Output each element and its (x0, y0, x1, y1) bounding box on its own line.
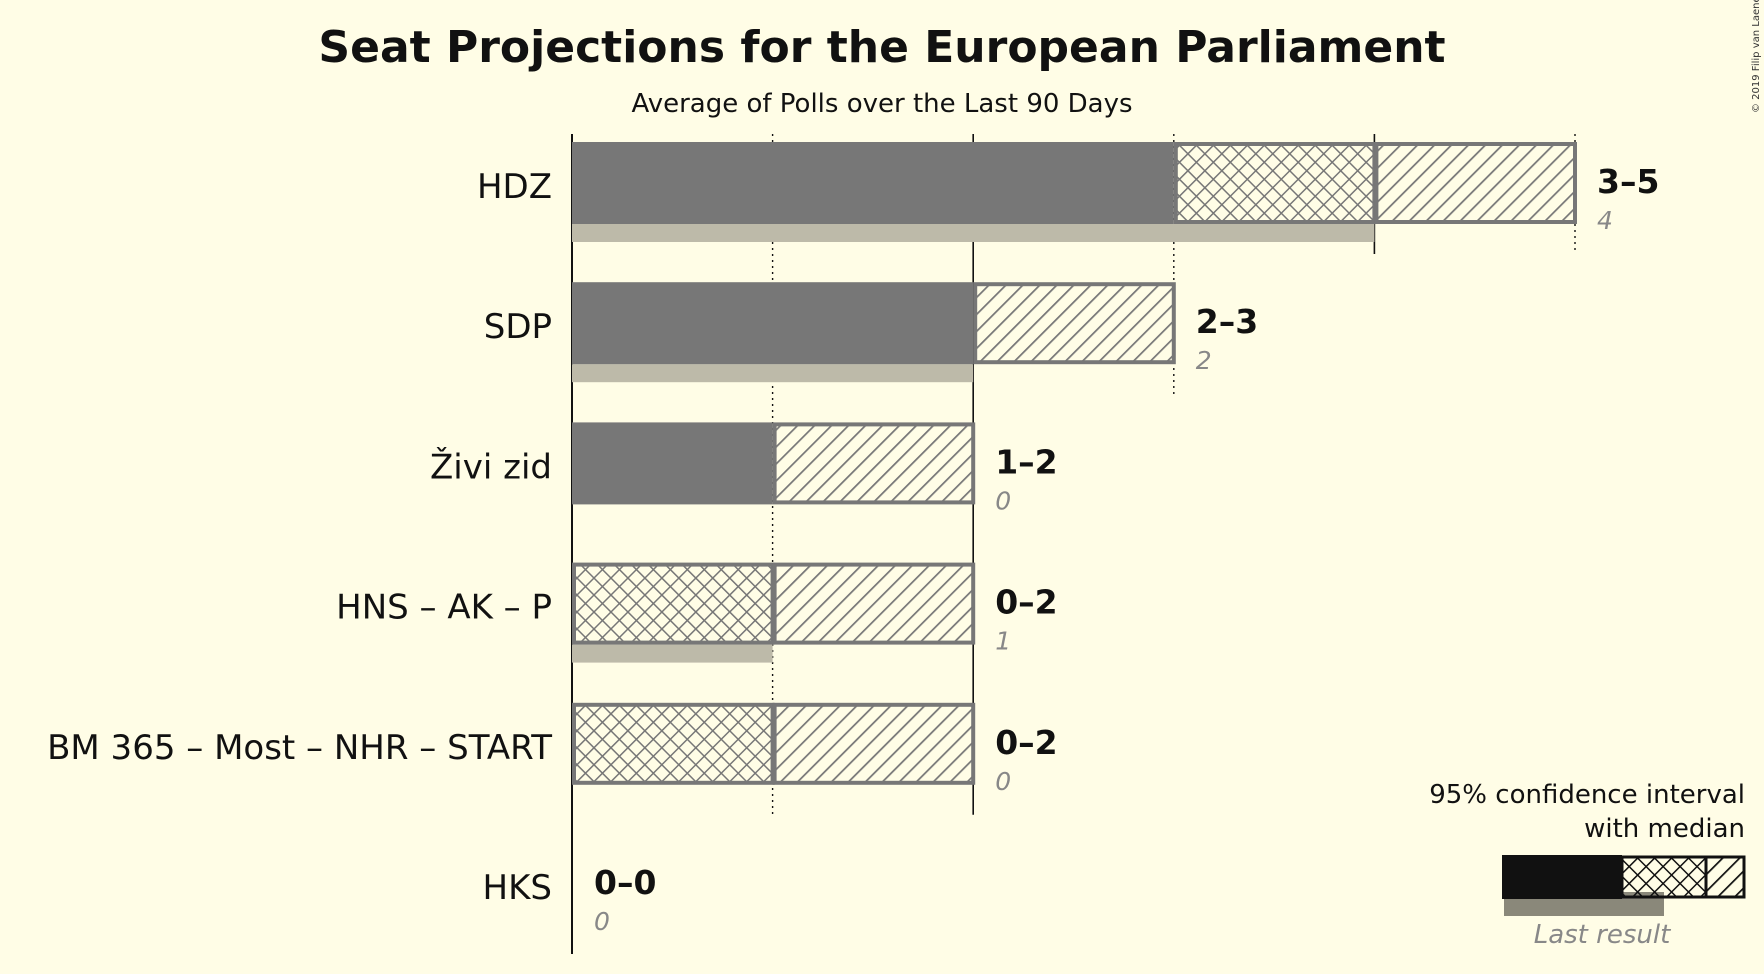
last-result-bar (572, 644, 773, 663)
party-label: HNS – AK – P (336, 588, 552, 628)
last-result-bar (572, 224, 1375, 242)
ci-solid-bar (572, 422, 773, 505)
range-label: 0–0 (594, 863, 656, 902)
ci-solid-bar (572, 282, 974, 365)
ci-upper-bar (1374, 142, 1578, 224)
last-result-label: 1 (995, 627, 1011, 656)
party-label: HKS (483, 868, 552, 908)
range-label: 3–5 (1597, 162, 1659, 201)
legend-last-result-label: Last result (1534, 920, 1671, 950)
ci-upper-bar (973, 282, 1176, 365)
party-label: Živi zid (430, 446, 552, 487)
copyright: © 2019 Filip van Laenen (1751, 0, 1762, 113)
last-result-label: 2 (1196, 346, 1212, 375)
ci-solid-bar (572, 142, 1174, 224)
last-result-bar (572, 364, 974, 383)
last-result-label: 0 (594, 907, 610, 936)
ci-upper-bar (772, 702, 976, 785)
ci-lower-bar (572, 562, 775, 645)
chart-title: Seat Projections for the European Parlia… (318, 22, 1445, 73)
party-label: BM 365 – Most – NHR – START (47, 728, 552, 768)
ci-lower-bar (1173, 142, 1377, 224)
last-result-label: 4 (1597, 206, 1613, 235)
legend-median-swatch (1502, 855, 1622, 899)
legend-title-line1: 95% confidence interval (1429, 780, 1745, 810)
party-label: HDZ (477, 167, 552, 207)
ci-lower-bar (572, 702, 775, 785)
labels-group: HDZ 3–5 4 SDP 2–3 2 Živi zid 1–2 0 HNS – AK – P 0–… (47, 162, 1659, 936)
range-label: 2–3 (1196, 302, 1258, 341)
last-result-label: 0 (995, 767, 1011, 796)
gridlines (571, 134, 1576, 954)
last-result-label: 0 (995, 486, 1011, 515)
legend: 95% confidence interval with median Last… (1429, 780, 1746, 950)
ci-upper-bar (772, 422, 976, 505)
legend-title-line2: with median (1584, 814, 1745, 844)
legend-ci-lower-swatch (1620, 855, 1708, 899)
bars-group (572, 142, 1578, 785)
legend-ci-upper-swatch (1704, 855, 1746, 899)
range-label: 0–2 (995, 583, 1057, 622)
party-label: SDP (484, 307, 552, 347)
range-label: 0–2 (995, 723, 1057, 762)
ci-upper-bar (772, 562, 976, 645)
range-label: 1–2 (995, 442, 1057, 481)
chart-subtitle: Average of Polls over the Last 90 Days (631, 89, 1132, 119)
